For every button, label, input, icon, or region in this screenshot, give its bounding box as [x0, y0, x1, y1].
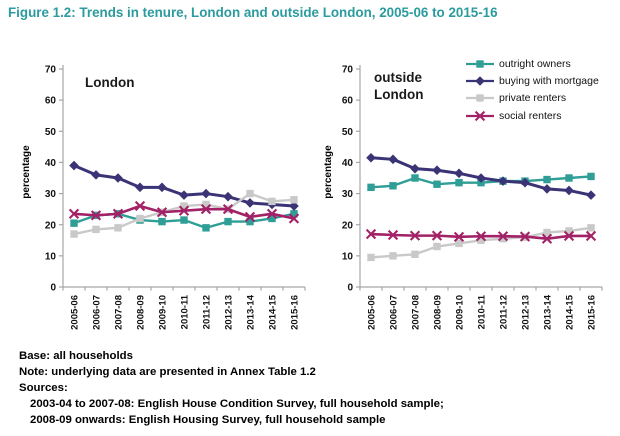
svg-text:20: 20 [342, 220, 354, 231]
legend-marker-icon [466, 94, 494, 103]
svg-text:70: 70 [45, 65, 57, 76]
svg-text:2013-14: 2013-14 [543, 294, 554, 330]
chart-legend: outright owners buying with mortgage priva… [465, 55, 599, 125]
legend-item-outright-owners: outright owners [465, 55, 599, 72]
series-private-renters [70, 189, 298, 238]
svg-text:2013-14: 2013-14 [246, 294, 257, 330]
svg-text:2012-13: 2012-13 [224, 295, 235, 330]
footer-annex-note: Note: underlying data are presented in A… [19, 366, 316, 378]
svg-text:2010-11: 2010-11 [180, 294, 191, 329]
svg-text:2009-10: 2009-10 [158, 295, 169, 330]
svg-text:30: 30 [45, 189, 57, 200]
series-social-renters [365, 228, 597, 244]
svg-text:2015-16: 2015-16 [290, 295, 301, 330]
svg-text:40: 40 [45, 158, 57, 169]
svg-text:2006-07: 2006-07 [92, 295, 103, 330]
outside-london-chart-label: outside London [374, 70, 424, 102]
svg-text:10: 10 [45, 251, 57, 262]
series-social-renters [68, 200, 300, 224]
svg-text:0: 0 [50, 283, 56, 294]
footer-base-note: Base: all households [19, 350, 133, 362]
svg-text:50: 50 [342, 127, 354, 138]
svg-text:2010-11: 2010-11 [477, 294, 488, 329]
london-chart: 0 10 20 30 40 50 60 70 2005-06 2006-07 2007-08 2008… [45, 65, 306, 330]
london-y-axis-label: percentage [21, 145, 32, 199]
legend-label: outright owners [499, 57, 571, 70]
legend-item-buying-with-mortgage: buying with mortgage [465, 72, 599, 89]
svg-text:2005-06: 2005-06 [70, 295, 81, 330]
svg-text:20: 20 [45, 220, 57, 231]
svg-text:2005-06: 2005-06 [367, 295, 378, 330]
legend-marker-icon [466, 76, 494, 86]
footer-source-line-2: 2008-09 onwards: English Housing Survey,… [30, 414, 386, 426]
svg-text:60: 60 [45, 96, 57, 107]
footer-source-line-1: 2003-04 to 2007-08: English House Condit… [30, 398, 444, 410]
svg-text:2014-15: 2014-15 [565, 294, 576, 330]
svg-text:2011-12: 2011-12 [499, 295, 510, 329]
svg-text:2006-07: 2006-07 [389, 295, 400, 330]
svg-text:50: 50 [45, 127, 57, 138]
legend-label: buying with mortgage [499, 75, 599, 88]
svg-text:2014-15: 2014-15 [268, 294, 279, 330]
legend-label: private renters [499, 92, 567, 105]
outside-london-y-axis-label: percentage [323, 145, 334, 199]
svg-text:0: 0 [347, 283, 353, 294]
footer-sources-label: Sources: [19, 382, 68, 394]
svg-text:30: 30 [342, 189, 354, 200]
legend-marker-icon [466, 59, 494, 68]
svg-text:10: 10 [342, 251, 354, 262]
svg-text:2007-08: 2007-08 [411, 295, 422, 330]
legend-marker-icon [466, 110, 494, 122]
svg-text:2012-13: 2012-13 [521, 295, 532, 330]
svg-text:2008-09: 2008-09 [136, 295, 147, 330]
london-chart-label: London [85, 75, 135, 90]
svg-text:70: 70 [342, 65, 354, 76]
legend-item-private-renters: private renters [465, 90, 599, 107]
outside-london-chart: 0 10 20 30 40 50 60 70 2005-06 2006-07 2007-08 2008… [342, 65, 603, 330]
svg-text:2015-16: 2015-16 [587, 295, 598, 330]
svg-text:2007-08: 2007-08 [114, 295, 125, 330]
figure-title: Figure 1.2: Trends in tenure, London and… [8, 5, 498, 20]
legend-item-social-renters: social renters [465, 107, 599, 124]
svg-text:2008-09: 2008-09 [433, 295, 444, 330]
svg-text:2011-12: 2011-12 [202, 295, 213, 329]
svg-text:60: 60 [342, 96, 354, 107]
series-private-renters [367, 224, 595, 262]
svg-text:2009-10: 2009-10 [455, 295, 466, 330]
legend-label: social renters [499, 109, 562, 122]
series-buying-with-mortgage [366, 152, 596, 200]
svg-text:40: 40 [342, 158, 354, 169]
